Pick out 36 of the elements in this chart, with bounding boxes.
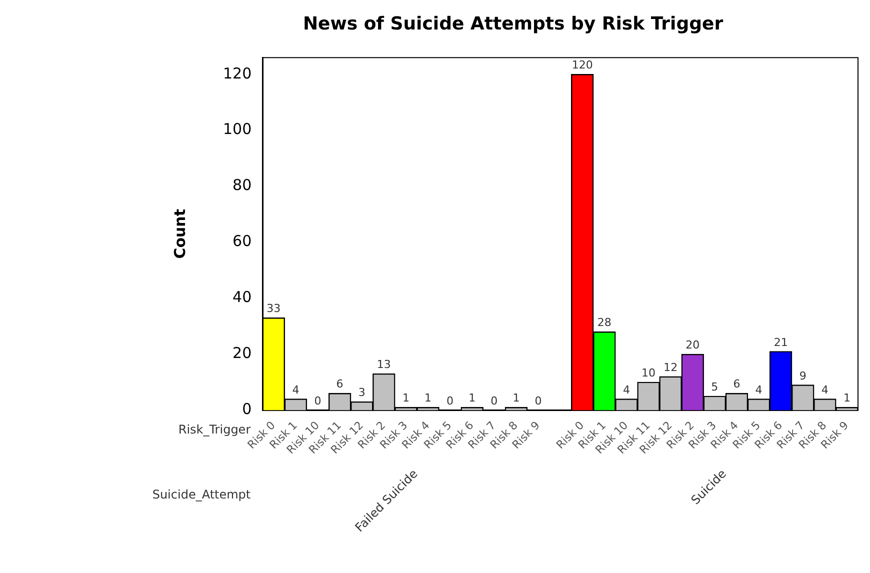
data-label: 1 xyxy=(424,392,432,405)
text: Suicide_Attempt xyxy=(152,487,251,502)
data-label: 4 xyxy=(821,383,828,396)
data-label: 4 xyxy=(292,383,300,396)
data-label: 3 xyxy=(358,386,366,400)
data-label: 6 xyxy=(733,378,740,391)
data-label: 6 xyxy=(336,378,344,391)
data-label: 1 xyxy=(843,392,850,405)
data-label: 28 xyxy=(597,316,612,330)
y-tick-label: 120 xyxy=(222,64,252,82)
data-label: 0 xyxy=(446,394,454,408)
data-label: 1 xyxy=(402,392,410,405)
data-label: 1 xyxy=(468,392,476,405)
data-label: 0 xyxy=(314,394,322,408)
y-tick-label: 40 xyxy=(232,288,252,306)
y-tick-label: 60 xyxy=(232,232,252,250)
y-axis-title: Count xyxy=(170,208,189,259)
data-label: 0 xyxy=(534,394,542,408)
y-tick-label: 80 xyxy=(232,176,252,194)
y-tick-label: 0 xyxy=(242,400,252,418)
data-label: 4 xyxy=(755,383,762,396)
data-label: 4 xyxy=(622,383,630,396)
data-label: 9 xyxy=(799,369,806,382)
data-label: 0 xyxy=(490,394,498,408)
data-label: 13 xyxy=(376,358,391,372)
data-label: 21 xyxy=(774,336,788,349)
y-tick-label: 20 xyxy=(232,344,252,362)
data-label: 20 xyxy=(686,338,700,352)
data-label: 5 xyxy=(711,380,718,394)
data-label: 12 xyxy=(664,360,678,374)
chart-title: News of Suicide Attempts by Risk Trigger xyxy=(302,13,724,34)
y-tick-label: 100 xyxy=(222,120,252,138)
data-label: 10 xyxy=(642,366,656,380)
data-label: 120 xyxy=(572,58,593,72)
data-label: 33 xyxy=(266,302,281,316)
data-label: 1 xyxy=(512,392,520,405)
